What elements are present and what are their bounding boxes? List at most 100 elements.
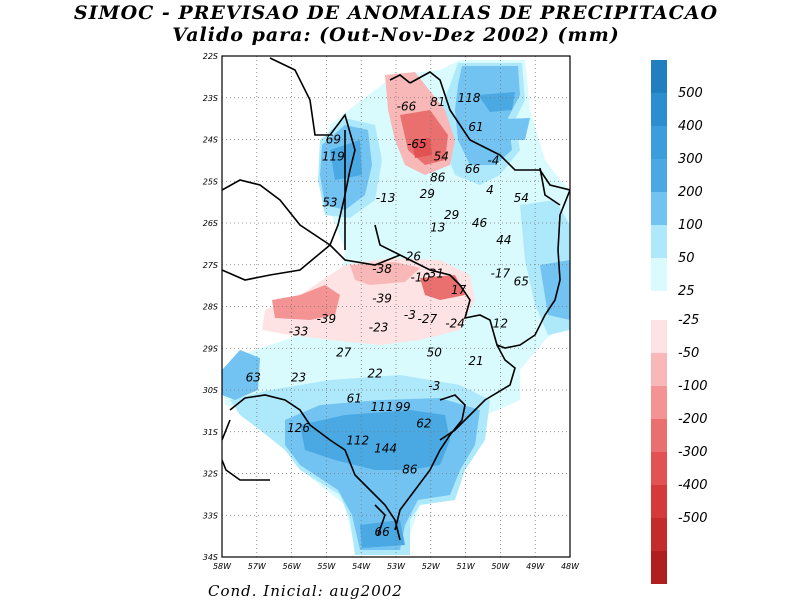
anomaly-value-label: 61 — [468, 120, 483, 134]
anomaly-value-label: -3 — [404, 308, 416, 322]
colorbar-label: -100 — [678, 379, 708, 394]
longitude-tick-label: 55W — [317, 562, 336, 571]
colorbar-swatch — [651, 518, 667, 551]
colorbar-swatch — [651, 386, 667, 419]
longitude-tick-label: 50W — [491, 562, 510, 571]
anomaly-value-label: 13 — [430, 220, 445, 234]
anomaly-value-label: 12 — [493, 316, 508, 330]
anomaly-value-label: 86 — [402, 463, 418, 477]
colorbar-swatch — [651, 452, 667, 485]
latitude-tick-label: 24S — [203, 136, 218, 145]
anomaly-value-label: -3 — [428, 379, 440, 393]
colorbar-swatch — [651, 419, 667, 452]
colorbar-swatch — [651, 551, 667, 584]
colorbar-swatch — [651, 225, 667, 258]
colorbar-label: -200 — [678, 412, 708, 427]
latitude-tick-label: 27S — [203, 261, 218, 270]
anomaly-value-label: -39 — [317, 312, 337, 326]
colorbar-label: 25 — [678, 284, 695, 299]
anomaly-value-label: 63 — [246, 371, 261, 385]
anomaly-value-label: -27 — [418, 312, 438, 326]
anomaly-value-label: 50 — [427, 346, 443, 360]
boundaries — [222, 57, 570, 541]
anomaly-value-label: -66 — [397, 99, 417, 113]
latitude-tick-label: 28S — [203, 303, 218, 312]
colorbar-label: 200 — [678, 185, 703, 200]
anomaly-value-label: 21 — [468, 354, 483, 368]
latitude-tick-label: 31S — [203, 428, 218, 437]
anomaly-value-label: 99 — [395, 400, 410, 414]
anomaly-value-label: 61 — [347, 392, 362, 406]
anomaly-shading — [222, 60, 570, 555]
anomaly-value-label: 144 — [374, 442, 397, 456]
colorbar-label: 500 — [678, 86, 703, 101]
colorbar-swatch — [651, 353, 667, 386]
colorbar-swatch — [651, 60, 667, 93]
anomaly-value-label: 54 — [514, 191, 529, 205]
latitude-tick-label: 25S — [203, 177, 218, 186]
anomaly-value-label: 23 — [291, 371, 306, 385]
latitude-tick-label: 26S — [203, 219, 218, 228]
anomaly-value-label: 126 — [287, 421, 310, 435]
colorbar-swatch — [651, 159, 667, 192]
anomaly-value-label: 17 — [451, 283, 467, 297]
longitude-labels: 58W 57W 56W 55W 54W 53W 52W 51W 50W 49W 48W — [213, 562, 580, 571]
map-frame — [221, 55, 571, 558]
anomaly-values: -66 81 118 61 69 -65 119 54 -4 66 86 4 29 -13 53 54 29 46… — [246, 91, 529, 539]
anomaly-value-label: 22 — [367, 366, 382, 380]
anomaly-value-label: 69 — [326, 133, 341, 147]
longitude-tick-label: 56W — [283, 562, 302, 571]
initial-condition-note: Cond. Inicial: aug2002 — [208, 582, 403, 600]
colorbar-label: -25 — [678, 313, 699, 328]
anomaly-value-label: -4 — [487, 154, 499, 168]
colorbar-swatch — [651, 320, 667, 353]
anomaly-value-label: -17 — [491, 266, 511, 280]
anomaly-value-label: -23 — [369, 321, 389, 335]
longitude-tick-label: 58W — [213, 562, 232, 571]
anomaly-value-label: -33 — [289, 325, 309, 339]
anomaly-value-label: 118 — [458, 91, 481, 105]
longitude-tick-label: 57W — [248, 562, 267, 571]
longitude-tick-label: 48W — [561, 562, 580, 571]
anomaly-value-label: 4 — [486, 183, 494, 197]
anomaly-value-label: -38 — [372, 262, 392, 276]
colorbar-swatch — [651, 192, 667, 225]
colorbar-label: -500 — [678, 511, 708, 526]
anomaly-value-label: 65 — [514, 275, 529, 289]
anomaly-value-label: 86 — [430, 170, 446, 184]
longitude-tick-label: 49W — [526, 562, 545, 571]
latitude-tick-label: 29S — [203, 344, 218, 353]
latitude-tick-label: 22S — [203, 52, 218, 61]
anomaly-value-label: 46 — [472, 216, 488, 230]
colorbar-swatch — [651, 93, 667, 126]
anomaly-value-label: 66 — [374, 525, 390, 539]
colorbar-label: -50 — [678, 346, 699, 361]
longitude-tick-label: 52W — [422, 562, 441, 571]
anomaly-value-label: 62 — [416, 417, 431, 431]
anomaly-value-label: 29 — [420, 187, 435, 201]
anomaly-value-label: -39 — [372, 291, 392, 305]
colorbar-label: 400 — [678, 119, 703, 134]
anomaly-value-label: 112 — [346, 433, 369, 447]
colorbar: 500 400 300 200 100 50 25 -25 -50 -100 -200 -300 -40… — [651, 60, 708, 584]
latitude-labels: 22S 23S 24S 25S 26S 27S 28S 29S 30S 31S 32S 33S 34S — [203, 52, 218, 562]
colorbar-label: 50 — [678, 251, 695, 266]
anomaly-value-label: 27 — [336, 346, 352, 360]
latitude-tick-label: 23S — [203, 94, 218, 103]
anomaly-value-label: 54 — [434, 149, 449, 163]
anomaly-value-label: 26 — [406, 250, 422, 264]
longitude-tick-label: 54W — [352, 562, 371, 571]
colorbar-label: -300 — [678, 445, 708, 460]
colorbar-label: 300 — [678, 152, 703, 167]
longitude-tick-label: 51W — [457, 562, 476, 571]
anomaly-value-label: 81 — [430, 95, 445, 109]
colorbar-neutral — [651, 291, 667, 320]
map-subtitle: Valido para: (Out-Nov-Dez 2002) (mm) — [172, 24, 620, 46]
latitude-tick-label: 34S — [203, 553, 218, 562]
anomaly-value-label: 53 — [322, 195, 337, 209]
latitude-tick-label: 32S — [203, 470, 218, 479]
latitude-tick-label: 33S — [203, 511, 218, 520]
anomaly-value-label: -24 — [445, 316, 465, 330]
colorbar-swatch — [651, 485, 667, 518]
